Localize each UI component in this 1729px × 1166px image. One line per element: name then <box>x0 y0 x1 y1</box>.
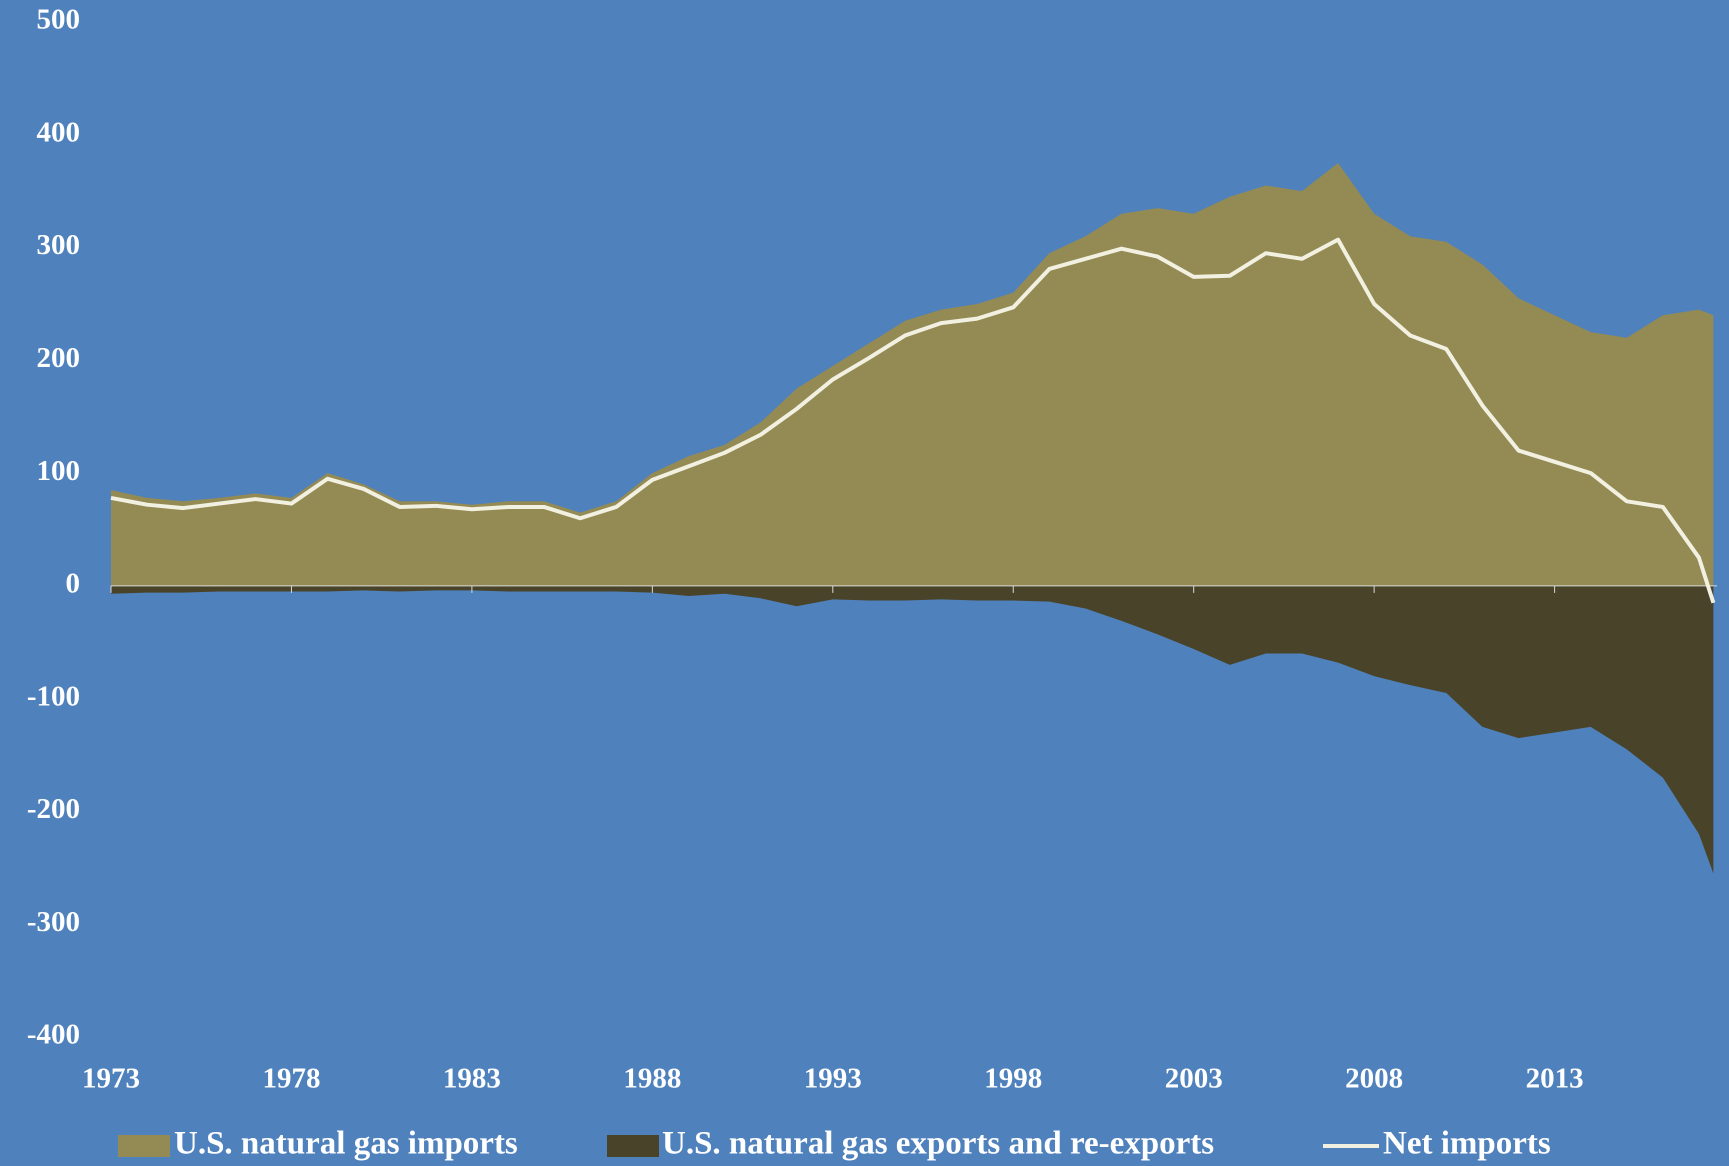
y-tick-label: -300 <box>27 906 80 938</box>
x-tick-label: 2003 <box>1165 1063 1223 1095</box>
y-tick-label: -400 <box>27 1019 80 1051</box>
x-tick-label: 1978 <box>262 1063 320 1095</box>
line <box>110 237 1716 604</box>
y-tick-label: -200 <box>27 793 80 825</box>
y-tick-label: 300 <box>37 229 81 261</box>
x-tick-label: 1993 <box>804 1063 862 1095</box>
area <box>111 585 1714 874</box>
legend-label: U.S. natural gas exports and re-exports <box>662 1126 1214 1162</box>
y-tick-label: 400 <box>37 116 81 148</box>
x-tick-label: 1973 <box>82 1063 140 1095</box>
x-tick-label: 1998 <box>984 1063 1042 1095</box>
x-tick-label: 2008 <box>1345 1063 1403 1095</box>
y-tick-label: 0 <box>66 568 81 600</box>
y-tick-label: 200 <box>37 342 81 374</box>
legend-label: Net imports <box>1383 1126 1551 1162</box>
area <box>111 162 1714 586</box>
x-tick-label: 1983 <box>443 1063 501 1095</box>
legend-swatch <box>118 1135 170 1157</box>
x-tick-label: 1988 <box>623 1063 681 1095</box>
legend-swatch <box>607 1135 659 1157</box>
y-tick-label: 500 <box>37 4 81 36</box>
y-tick-label: -100 <box>27 680 80 712</box>
legend-label: U.S. natural gas imports <box>174 1126 518 1162</box>
x-tick-label: 2013 <box>1526 1063 1584 1095</box>
y-tick-label: 100 <box>37 455 81 487</box>
